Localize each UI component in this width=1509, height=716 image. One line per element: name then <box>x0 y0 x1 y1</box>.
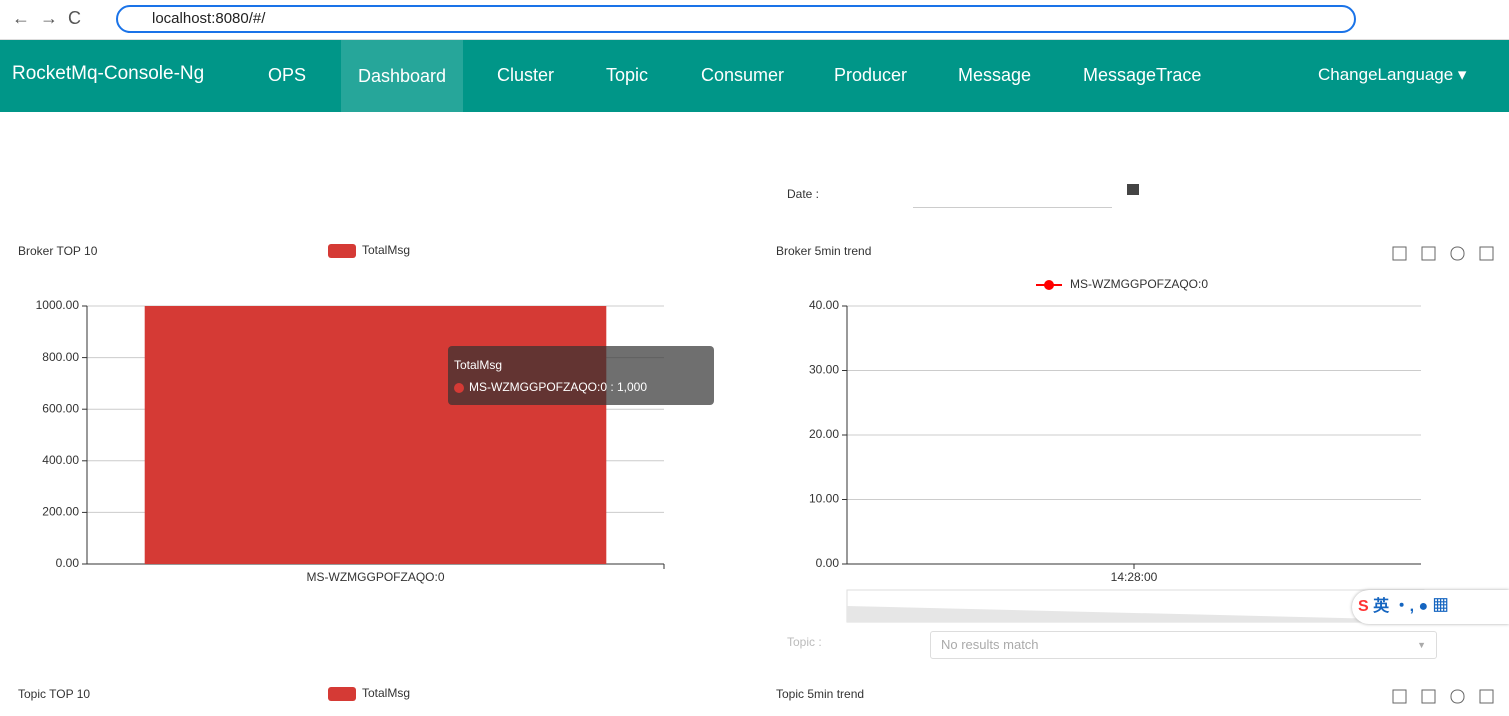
toolbox-icon <box>1392 246 1407 261</box>
datazoom-shade <box>847 606 1424 622</box>
y-tick-label: 600.00 <box>42 401 79 415</box>
url-text: localhost:8080/#/ <box>152 10 266 27</box>
nav-item[interactable]: Dashboard <box>341 40 464 112</box>
language-text: ChangeLanguage <box>1318 65 1454 84</box>
x-tick-label: 14:28:00 <box>1111 570 1158 584</box>
date-label: Date : <box>787 187 819 201</box>
toolbox-icon <box>1479 689 1494 704</box>
ime-bar: S 英 ・, ● ▦ <box>1352 590 1509 624</box>
language-menu[interactable]: ChangeLanguage ▾ <box>1318 65 1467 84</box>
y-tick-label: 200.00 <box>42 505 79 519</box>
nav-item[interactable]: MessageTrace <box>1083 65 1202 85</box>
placeholder: No results match <box>941 637 1039 652</box>
toolbox-icon <box>1421 689 1436 704</box>
legend-label: MS-WZMGGPOFZAQO:0 <box>1070 277 1208 291</box>
nav-item[interactable]: Topic <box>606 65 649 85</box>
tooltip-dot <box>454 383 464 393</box>
date-input[interactable] <box>913 185 1112 208</box>
calendar-icon <box>1127 184 1139 195</box>
caret: ▼ <box>1417 640 1426 650</box>
browser-toolbar: ← → C localhost:8080/#/ <box>0 0 1509 40</box>
y-tick-label: 0.00 <box>56 556 80 570</box>
legend-swatch <box>328 687 356 701</box>
y-tick-label: 10.00 <box>809 492 839 506</box>
y-tick-label: 30.00 <box>809 363 839 377</box>
y-tick-label: 20.00 <box>809 427 839 441</box>
nav-item[interactable]: OPS <box>268 65 307 85</box>
tooltip-title: TotalMsg <box>454 358 502 372</box>
toolbox-icon <box>1450 689 1465 704</box>
nav-item[interactable]: Message <box>958 65 1032 85</box>
y-tick-label: 40.00 <box>809 298 839 312</box>
tooltip <box>448 346 714 405</box>
nav-arrows[interactable]: ← → C <box>12 8 82 28</box>
url-bar[interactable]: localhost:8080/#/ <box>116 5 1356 33</box>
legend-label: TotalMsg <box>362 686 410 700</box>
chart-title: Topic TOP 10 <box>18 687 90 701</box>
brand[interactable]: RocketMq-Console-Ng <box>12 63 205 84</box>
nav-item[interactable]: Consumer <box>701 65 785 85</box>
toolbox-icon <box>1392 689 1407 704</box>
chart-title: Broker 5min trend <box>776 244 871 258</box>
y-tick-label: 1000.00 <box>36 298 80 312</box>
legend-label: TotalMsg <box>362 243 410 257</box>
legend-dot <box>1044 280 1054 290</box>
chart-title: Broker TOP 10 <box>18 244 98 258</box>
navbar: RocketMq-Console-Ng ChangeLanguage ▾ OPS… <box>0 40 1509 112</box>
chart-title: Topic 5min trend <box>776 687 864 701</box>
toolbox-icon <box>1421 246 1436 261</box>
nav-item[interactable]: Producer <box>834 65 908 85</box>
topic-label: Topic : <box>787 635 822 649</box>
bar <box>144 306 607 564</box>
legend-swatch <box>328 244 356 258</box>
topic-select[interactable]: No results match ▼ <box>930 631 1437 659</box>
ime-text: 英 <box>1373 598 1390 615</box>
tooltip-text: MS-WZMGGPOFZAQO:0 : 1,000 <box>469 380 647 394</box>
y-tick-label: 800.00 <box>42 350 79 364</box>
toolbox-icon <box>1479 246 1494 261</box>
nav-item[interactable]: Cluster <box>497 65 555 85</box>
x-tick-label: MS-WZMGGPOFZAQO:0 <box>307 570 445 584</box>
toolbox-icon <box>1450 246 1465 261</box>
y-tick-label: 0.00 <box>816 556 840 570</box>
y-tick-label: 400.00 <box>42 453 79 467</box>
